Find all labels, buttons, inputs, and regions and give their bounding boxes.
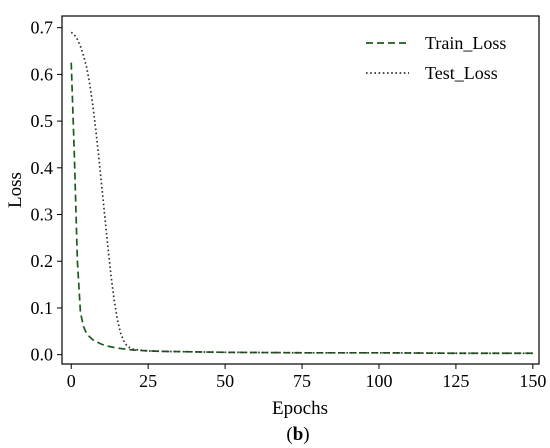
x-axis-label: Epochs [272, 398, 328, 419]
legend-label-train-loss: Train_Loss [425, 33, 506, 53]
y-tick-label: 0.1 [31, 298, 54, 318]
y-tick-label: 0.2 [31, 251, 54, 271]
caption-open-paren: ( [286, 424, 292, 445]
x-tick-label: 150 [519, 371, 546, 391]
x-tick-label: 100 [365, 371, 392, 391]
x-tick-label: 0 [67, 371, 76, 391]
legend-label-test-loss: Test_Loss [425, 63, 498, 83]
caption-close-paren: ) [303, 424, 309, 445]
x-tick-label: 25 [139, 371, 157, 391]
x-tick-label: 125 [442, 371, 469, 391]
y-tick-label: 0.0 [31, 345, 54, 365]
y-tick-label: 0.7 [31, 18, 54, 38]
x-tick-label: 50 [216, 371, 234, 391]
caption-letter: b [293, 424, 304, 445]
x-tick-label: 75 [293, 371, 311, 391]
series-layer [70, 31, 533, 355]
legend: Train_Loss Test_Loss [366, 33, 506, 83]
y-tick-label: 0.6 [31, 64, 54, 84]
y-axis-label: Loss [5, 172, 26, 208]
series-line-test-loss [70, 31, 533, 355]
figure-caption: (b) [286, 424, 309, 445]
x-axis-ticks: 0 25 50 75 100 125 150 [67, 364, 546, 391]
y-tick-label: 0.4 [31, 158, 54, 178]
y-tick-label: 0.3 [31, 205, 54, 225]
series-line-train-loss [70, 62, 533, 355]
y-tick-label: 0.5 [31, 111, 54, 131]
plot-frame [61, 15, 540, 365]
y-axis-ticks: 0.0 0.1 0.2 0.3 0.4 0.5 0.6 0.7 [31, 18, 62, 365]
